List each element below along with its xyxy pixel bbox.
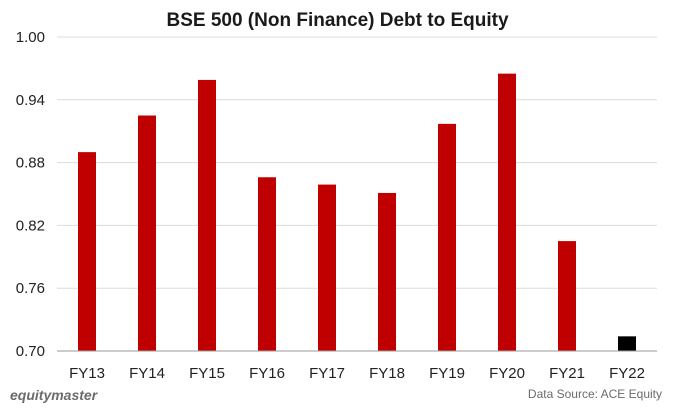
bar-fy22 xyxy=(618,336,636,351)
data-source-note: Data Source: ACE Equity xyxy=(528,387,662,401)
x-tick-label: FY14 xyxy=(129,365,165,382)
x-axis-tick-labels: FY13 FY14 FY15 FY16 FY17 FY18 FY19 FY20 FY21 FY22 xyxy=(69,365,645,382)
x-tick-label: FY18 xyxy=(369,365,405,382)
bar-fy19 xyxy=(438,123,456,351)
bar-fy17 xyxy=(318,184,336,351)
x-tick-label: FY20 xyxy=(489,365,525,382)
bar-fy16 xyxy=(258,177,276,351)
gridlines xyxy=(57,36,657,289)
y-axis-tick-labels: 0.70 0.76 0.82 0.88 0.94 1.00 xyxy=(16,29,45,360)
y-tick-label: 0.76 xyxy=(16,280,45,297)
x-tick-label: FY17 xyxy=(309,365,345,382)
brand-logo-text: equitymaster xyxy=(10,387,99,403)
x-tick-label: FY13 xyxy=(69,365,105,382)
bar-fy15 xyxy=(198,79,216,351)
bar-fy14 xyxy=(138,115,156,351)
bars xyxy=(78,73,636,351)
x-tick-label: FY16 xyxy=(249,365,285,382)
y-tick-label: 0.88 xyxy=(16,155,45,172)
y-tick-label: 0.70 xyxy=(16,343,45,360)
y-tick-label: 0.94 xyxy=(16,92,45,109)
y-tick-label: 1.00 xyxy=(16,29,45,46)
x-tick-label: FY22 xyxy=(609,365,645,382)
bar-fy13 xyxy=(78,152,96,351)
y-tick-label: 0.82 xyxy=(16,217,45,234)
x-tick-label: FY19 xyxy=(429,365,465,382)
bar-fy21 xyxy=(558,241,576,351)
chart-title: BSE 500 (Non Finance) Debt to Equity xyxy=(166,10,508,31)
x-tick-label: FY21 xyxy=(549,365,585,382)
x-tick-label: FY15 xyxy=(189,365,225,382)
bar-fy18 xyxy=(378,192,396,351)
bar-fy20 xyxy=(498,73,516,351)
